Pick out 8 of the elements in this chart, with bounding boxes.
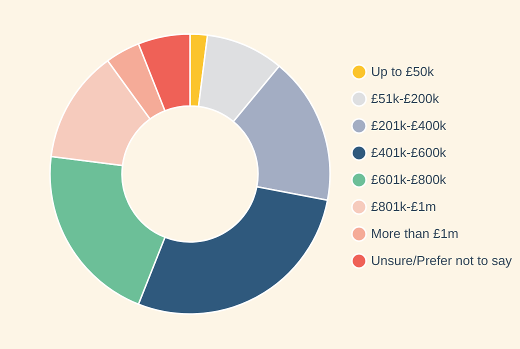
- legend-label: Unsure/Prefer not to say: [371, 253, 512, 268]
- legend-label: £601k-£800k: [371, 172, 447, 187]
- legend-label: £51k-£200k: [371, 91, 440, 106]
- legend-label: £801k-£1m: [371, 199, 436, 214]
- legend-label: £201k-£400k: [371, 118, 447, 133]
- legend-label: £401k-£600k: [371, 145, 447, 160]
- legend-label: More than £1m: [371, 226, 458, 241]
- legend-label: Up to £50k: [371, 64, 434, 79]
